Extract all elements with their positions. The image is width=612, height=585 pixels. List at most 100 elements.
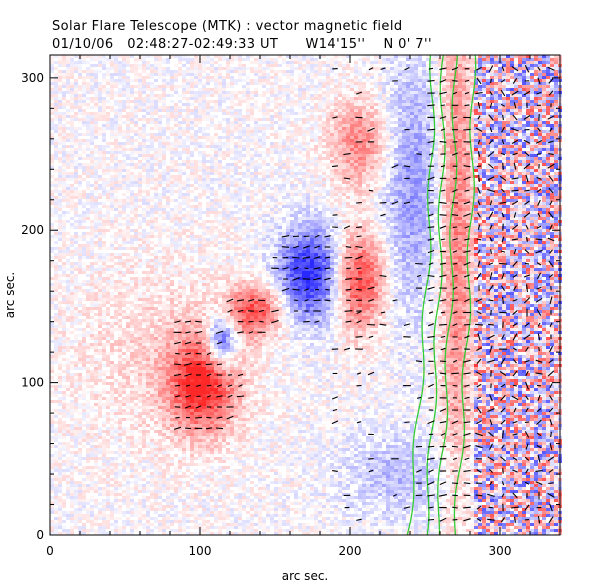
map-cell: [458, 109, 462, 112]
map-cell: [338, 133, 342, 136]
map-cell: [318, 106, 322, 109]
map-cell: [414, 163, 418, 166]
map-cell: [58, 73, 62, 76]
map-cell: [138, 166, 142, 169]
map-cell: [138, 103, 142, 106]
map-cell: [210, 178, 214, 181]
map-cell: [226, 106, 230, 109]
map-cell: [314, 139, 318, 142]
map-cell: [414, 166, 418, 169]
map-cell: [246, 145, 250, 148]
map-cell: [298, 163, 302, 166]
map-cell: [546, 139, 550, 142]
map-cell: [378, 67, 382, 70]
map-cell: [306, 94, 310, 97]
map-cell: [410, 130, 414, 133]
map-cell: [330, 184, 334, 187]
map-cell: [338, 115, 342, 118]
map-cell: [98, 103, 102, 106]
map-cell: [214, 169, 218, 172]
map-cell: [254, 88, 258, 91]
map-cell: [114, 130, 118, 133]
map-cell: [514, 127, 518, 130]
map-cell: [546, 130, 550, 133]
map-cell: [382, 157, 386, 160]
map-cell: [214, 94, 218, 97]
map-cell: [274, 148, 278, 151]
map-cell: [370, 109, 374, 112]
map-cell: [530, 109, 534, 112]
map-cell: [346, 94, 350, 97]
map-cell: [530, 61, 534, 64]
map-cell: [362, 94, 366, 97]
map-cell: [58, 184, 62, 187]
map-cell: [458, 133, 462, 136]
map-cell: [522, 151, 526, 154]
map-cell: [274, 82, 278, 85]
map-cell: [194, 85, 198, 88]
map-cell: [234, 118, 238, 121]
map-cell: [190, 154, 194, 157]
map-cell: [490, 181, 494, 184]
map-cell: [506, 79, 510, 82]
map-cell: [318, 184, 322, 187]
map-cell: [122, 178, 126, 181]
map-cell: [54, 91, 58, 94]
map-cell: [442, 181, 446, 184]
map-cell: [178, 106, 182, 109]
map-cell: [182, 130, 186, 133]
map-cell: [382, 148, 386, 151]
map-cell: [114, 55, 118, 58]
map-cell: [114, 133, 118, 136]
map-cell: [518, 124, 522, 127]
map-cell: [286, 133, 290, 136]
map-cell: [214, 70, 218, 73]
map-cell: [466, 154, 470, 157]
map-cell: [82, 76, 86, 79]
map-cell: [466, 130, 470, 133]
map-cell: [466, 181, 470, 184]
map-cell: [146, 67, 150, 70]
map-cell: [218, 91, 222, 94]
map-cell: [122, 61, 126, 64]
map-cell: [378, 184, 382, 187]
map-cell: [510, 139, 514, 142]
map-cell: [118, 172, 122, 175]
map-cell: [70, 67, 74, 70]
map-cell: [78, 58, 82, 61]
map-cell: [346, 67, 350, 70]
map-cell: [502, 133, 506, 136]
map-cell: [390, 58, 394, 61]
map-cell: [226, 148, 230, 151]
map-cell: [534, 70, 538, 73]
map-cell: [350, 151, 354, 154]
map-cell: [542, 139, 546, 142]
map-cell: [290, 82, 294, 85]
map-cell: [342, 82, 346, 85]
map-cell: [426, 76, 430, 79]
map-cell: [354, 169, 358, 172]
map-cell: [542, 181, 546, 184]
map-cell: [334, 148, 338, 151]
map-cell: [426, 115, 430, 118]
map-cell: [58, 100, 62, 103]
map-cell: [326, 118, 330, 121]
map-cell: [446, 127, 450, 130]
map-cell: [458, 121, 462, 124]
map-cell: [98, 100, 102, 103]
map-cell: [194, 130, 198, 133]
map-cell: [258, 76, 262, 79]
map-cell: [370, 172, 374, 175]
map-cell: [250, 142, 254, 145]
map-cell: [66, 184, 70, 187]
map-cell: [114, 115, 118, 118]
map-cell: [290, 148, 294, 151]
map-cell: [402, 79, 406, 82]
map-cell: [366, 91, 370, 94]
map-cell: [86, 73, 90, 76]
map-cell: [374, 67, 378, 70]
map-cell: [302, 139, 306, 142]
map-cell: [374, 139, 378, 142]
map-cell: [354, 145, 358, 148]
map-cell: [130, 142, 134, 145]
